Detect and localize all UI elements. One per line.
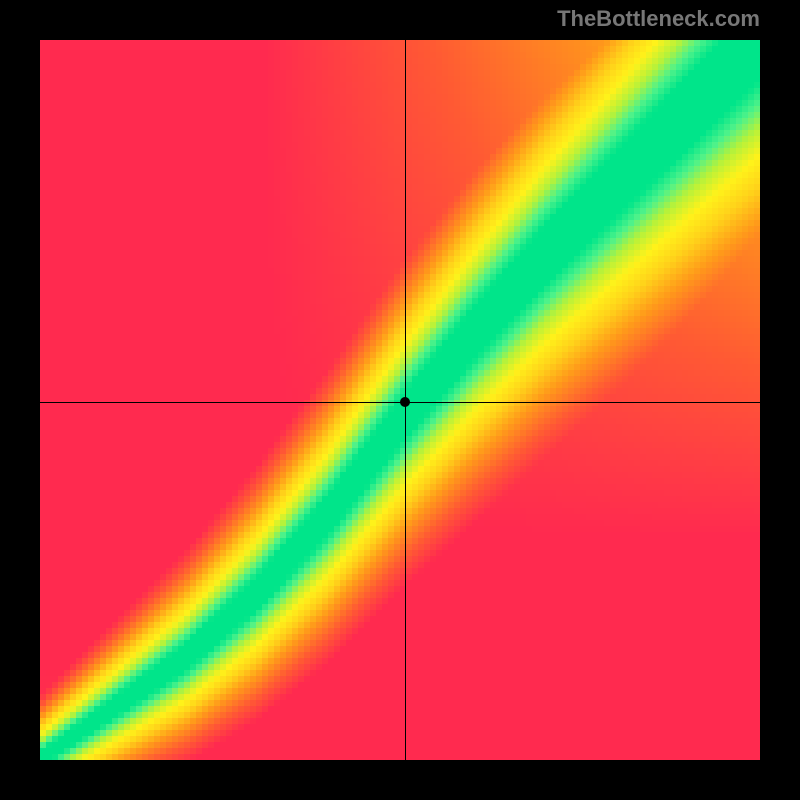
bottleneck-heatmap bbox=[40, 40, 760, 760]
watermark-text: TheBottleneck.com bbox=[557, 6, 760, 32]
data-point-marker bbox=[400, 397, 410, 407]
